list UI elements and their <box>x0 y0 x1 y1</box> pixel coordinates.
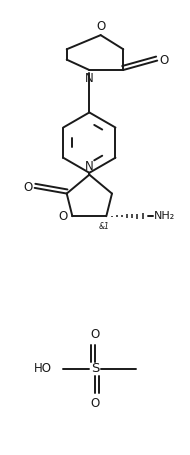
Text: N: N <box>85 160 94 173</box>
Text: O: O <box>23 182 33 194</box>
Text: S: S <box>91 363 99 375</box>
Text: O: O <box>96 20 105 33</box>
Text: O: O <box>90 328 100 340</box>
Text: O: O <box>90 397 100 410</box>
Text: NH₂: NH₂ <box>154 211 175 221</box>
Text: O: O <box>58 210 68 222</box>
Text: &1: &1 <box>99 222 110 231</box>
Text: HO: HO <box>34 363 52 375</box>
Text: N: N <box>85 72 94 85</box>
Text: O: O <box>159 54 169 67</box>
